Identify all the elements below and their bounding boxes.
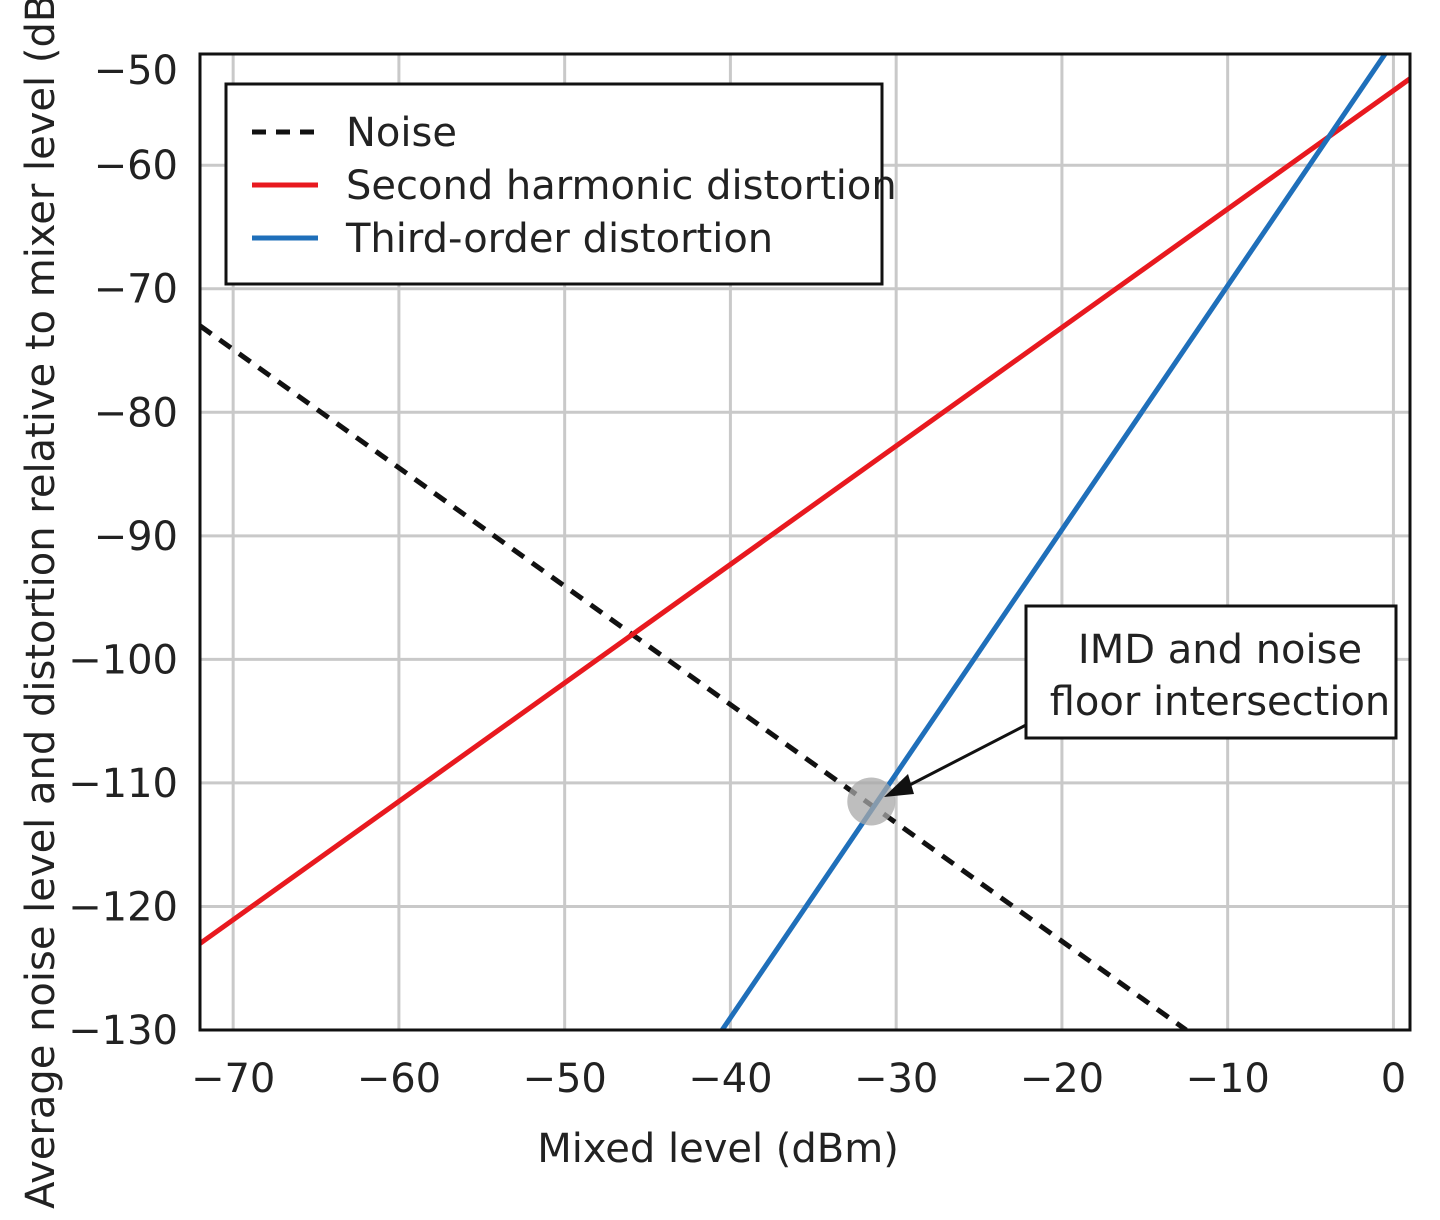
y-tick-label: −70 [94, 267, 178, 313]
annotation-arrow-line [899, 723, 1027, 792]
y-tick-label: −100 [68, 637, 178, 683]
annotation-box [1024, 604, 1398, 740]
legend-label: Second harmonic distortion [346, 163, 897, 209]
series-lines [200, 54, 1410, 1030]
legend-box [224, 82, 884, 286]
x-tick-label: 0 [1381, 1056, 1406, 1102]
y-tick-labels: −50 −60 −70 −80 −90 −100 −110 −120 −130 [68, 48, 178, 1054]
intersection-marker [847, 777, 896, 826]
x-tick-label: −10 [1185, 1056, 1269, 1102]
y-tick-label: −110 [68, 761, 178, 807]
annotation-line-2: floor intersection [1050, 679, 1391, 725]
x-axis-label: Mixed level (dBm) [537, 1126, 899, 1172]
annotation-arrowhead [884, 774, 914, 797]
x-tick-label: −50 [522, 1056, 606, 1102]
series-third-order-distortion-line [720, 54, 1389, 1030]
y-tick-label: −80 [94, 390, 178, 436]
y-tick-label: −60 [94, 143, 178, 189]
y-tick-label: −90 [94, 514, 178, 560]
y-tick-label: −50 [94, 48, 178, 94]
legend: Noise Second harmonic distortion Third-ord… [224, 82, 897, 286]
y-tick-label: −130 [68, 1008, 178, 1054]
x-tick-label: −40 [688, 1056, 772, 1102]
x-tick-label: −60 [357, 1056, 441, 1102]
annotation-line-1: IMD and noise [1078, 627, 1362, 673]
legend-label: Third-order distortion [345, 216, 773, 262]
intersection-markers [847, 777, 896, 826]
annotation-imd-noise: IMD and noise floor intersection [884, 604, 1398, 797]
y-axis-label: Average noise level and distortion relat… [18, 0, 64, 1209]
plot-frame [198, 52, 1412, 1032]
x-tick-labels: −70 −60 −50 −40 −30 −20 −10 0 [191, 1056, 1406, 1102]
legend-label: Noise [346, 110, 457, 156]
x-tick-label: −70 [191, 1056, 275, 1102]
series-second-harmonic-distortion-line [200, 76, 1410, 946]
x-tick-label: −20 [1020, 1056, 1104, 1102]
series-noise-line [200, 323, 1188, 1030]
x-tick-label: −30 [854, 1056, 938, 1102]
y-tick-label: −120 [68, 884, 178, 930]
